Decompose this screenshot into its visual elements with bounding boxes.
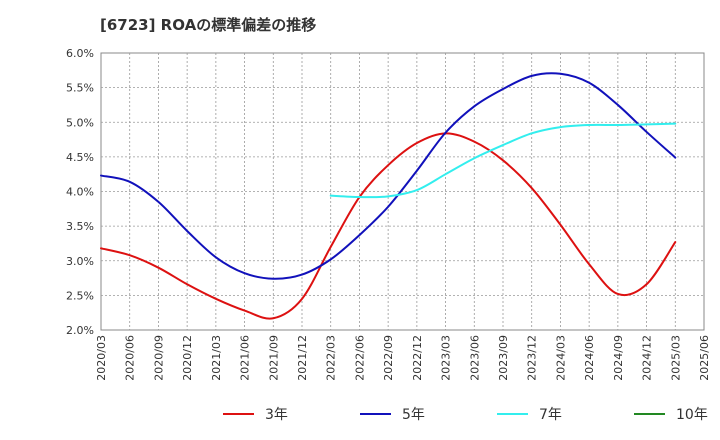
y-tick-label: 6.0% xyxy=(66,47,94,60)
x-tick-label: 2020/12 xyxy=(181,335,194,381)
x-tick-label: 2021/09 xyxy=(267,335,280,381)
x-tick-label: 2024/12 xyxy=(641,335,654,381)
y-tick-label: 5.5% xyxy=(66,82,94,95)
y-tick-label: 2.5% xyxy=(66,289,94,302)
x-tick-label: 2025/06 xyxy=(698,335,711,381)
series-line-2 xyxy=(329,122,677,199)
legend-label-3: 10年 xyxy=(676,407,708,423)
x-tick-label: 2020/06 xyxy=(124,335,137,381)
y-tick-label: 4.0% xyxy=(66,186,94,199)
x-axis: 2020/03 2020/06 2020/09 2020/12 2021/03 2021/… xyxy=(95,335,711,381)
x-tick-label: 2023/03 xyxy=(440,335,453,381)
x-tick-label: 2022/09 xyxy=(382,335,395,381)
x-tick-label: 2023/06 xyxy=(468,335,481,381)
x-tick-label: 2020/09 xyxy=(152,335,165,381)
chart-title: [6723] ROAの標準偏差の推移 xyxy=(100,16,317,34)
series-lines xyxy=(100,72,677,320)
y-tick-label: 3.5% xyxy=(66,220,94,233)
y-tick-label: 5.0% xyxy=(66,116,94,129)
x-tick-label: 2020/03 xyxy=(95,335,108,381)
legend-label-2: 7年 xyxy=(539,407,562,423)
x-tick-label: 2024/06 xyxy=(583,335,596,381)
legend-label-1: 5年 xyxy=(402,407,425,423)
y-tick-label: 4.5% xyxy=(66,151,94,164)
series-line-1 xyxy=(100,72,677,280)
grid xyxy=(101,53,704,330)
x-tick-label: 2023/12 xyxy=(526,335,539,381)
series-line-0 xyxy=(100,132,677,320)
x-tick-label: 2021/03 xyxy=(210,335,223,381)
x-tick-label: 2023/09 xyxy=(497,335,510,381)
legend-label-0: 3年 xyxy=(265,407,288,423)
x-tick-label: 2025/03 xyxy=(669,335,682,381)
x-tick-label: 2022/12 xyxy=(411,335,424,381)
y-axis: 2.0% 2.5% 3.0% 3.5% 4.0% 4.5% 5.0% 5.5% 6.0% xyxy=(66,47,94,337)
legend: 3年 5年 7年 10年 xyxy=(223,407,708,423)
x-tick-label: 2022/06 xyxy=(353,335,366,381)
y-tick-label: 2.0% xyxy=(66,324,94,337)
x-tick-label: 2022/03 xyxy=(325,335,338,381)
x-tick-label: 2021/06 xyxy=(239,335,252,381)
x-tick-label: 2021/12 xyxy=(296,335,309,381)
x-tick-label: 2024/09 xyxy=(612,335,625,381)
x-tick-label: 2024/03 xyxy=(554,335,567,381)
y-tick-label: 3.0% xyxy=(66,255,94,268)
